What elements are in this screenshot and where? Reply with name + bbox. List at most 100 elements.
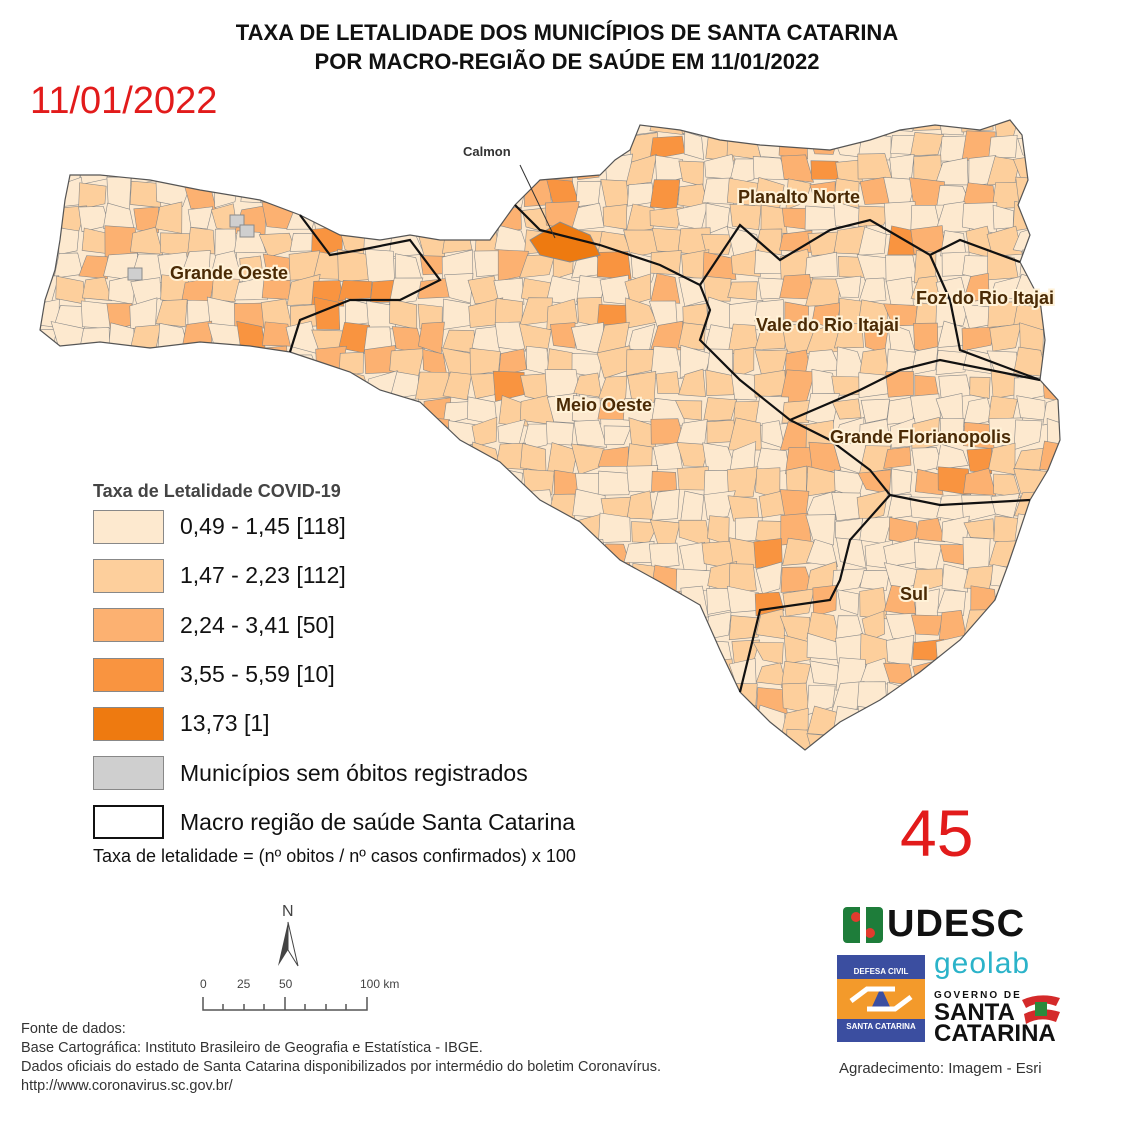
- municipality: [856, 489, 889, 522]
- municipality: [390, 120, 424, 131]
- municipality: [678, 322, 706, 351]
- municipality: [988, 442, 1016, 475]
- municipality: [753, 369, 787, 398]
- municipality: [703, 753, 734, 785]
- municipality: [778, 129, 809, 160]
- municipality: [831, 492, 862, 522]
- municipality: [56, 513, 86, 542]
- map-title-line1: TAXA DE LETALIDADE DOS MUNICÍPIOS DE SAN…: [235, 20, 899, 45]
- municipality: [987, 609, 1018, 639]
- municipality: [161, 120, 186, 137]
- municipality: [885, 370, 914, 398]
- source-link[interactable]: http://www.coronavirus.sc.gov.br/: [21, 1078, 233, 1094]
- municipality: [40, 399, 59, 425]
- municipality: [805, 514, 836, 546]
- municipality: [52, 372, 83, 402]
- municipality: [234, 417, 263, 451]
- municipality: [56, 421, 87, 452]
- municipality: [963, 565, 995, 590]
- municipality: [207, 322, 241, 353]
- municipality: [339, 443, 366, 474]
- legend-item: 13,73 [1]: [93, 699, 575, 748]
- municipality: [674, 733, 706, 750]
- municipality: [233, 393, 269, 421]
- municipality: [60, 664, 83, 682]
- municipality: [389, 131, 422, 163]
- municipality: [627, 182, 655, 207]
- municipality: [757, 277, 787, 300]
- municipality: [885, 635, 915, 666]
- municipality: [678, 636, 707, 663]
- municipality: [598, 658, 634, 686]
- municipality: [317, 442, 346, 473]
- municipality: [629, 611, 651, 644]
- municipality: [40, 120, 56, 139]
- municipality: [388, 204, 424, 229]
- municipality: [624, 640, 659, 661]
- municipality: [1040, 732, 1060, 750]
- municipality: [837, 589, 860, 616]
- municipality: [389, 418, 422, 448]
- municipality: [702, 251, 737, 280]
- municipality: [290, 399, 313, 423]
- municipality: [40, 610, 54, 642]
- municipality: [183, 154, 213, 187]
- municipality: [885, 120, 913, 132]
- municipality-no-deaths: [229, 214, 245, 228]
- governo-sc-logo: GOVERNO DE SANTA CATARINA: [934, 990, 1060, 1046]
- municipality: [54, 544, 84, 565]
- municipality: [50, 686, 87, 716]
- municipality: [369, 446, 395, 473]
- municipality: [156, 446, 191, 468]
- municipality: [597, 470, 633, 496]
- municipality: [79, 417, 108, 452]
- municipality: [40, 464, 60, 500]
- municipality: [598, 614, 626, 638]
- municipality: [1014, 513, 1048, 546]
- municipality: [40, 450, 55, 469]
- municipality: [364, 203, 393, 233]
- municipality: [911, 416, 940, 452]
- municipality: [206, 420, 243, 443]
- municipality: [337, 249, 371, 282]
- municipality: [103, 393, 133, 422]
- municipality: [910, 705, 939, 736]
- municipality: [155, 418, 185, 445]
- municipality: [834, 322, 864, 349]
- municipality: [285, 417, 321, 449]
- municipality: [130, 324, 162, 349]
- legend-swatch: [93, 805, 164, 840]
- municipality: [833, 178, 860, 208]
- municipality: [208, 369, 243, 399]
- municipality: [704, 682, 733, 711]
- region-label-grande-florianopolis: Grande Florianopolis: [830, 427, 1011, 447]
- municipality: [990, 564, 1022, 589]
- municipality: [258, 370, 293, 400]
- municipality: [77, 120, 113, 140]
- municipality: [469, 347, 501, 376]
- municipality: [414, 371, 450, 401]
- legend-label: 3,55 - 5,59 [10]: [180, 661, 335, 688]
- municipality: [341, 153, 370, 184]
- municipality: [679, 613, 705, 643]
- municipality: [389, 444, 423, 470]
- municipality-no-deaths: [127, 267, 143, 281]
- municipality: [652, 710, 685, 735]
- municipality: [388, 398, 419, 426]
- municipality: [1044, 518, 1060, 544]
- municipality: [317, 179, 342, 210]
- municipality: [418, 202, 451, 228]
- municipality: [338, 280, 373, 301]
- municipality: [493, 277, 525, 305]
- legend-title: Taxa de Letalidade COVID-19: [93, 481, 341, 501]
- municipality: [703, 658, 735, 691]
- municipality: [110, 444, 135, 475]
- municipality: [579, 730, 601, 750]
- municipality: [50, 346, 84, 375]
- municipality: [1047, 469, 1060, 497]
- municipality: [602, 204, 628, 230]
- municipality: [804, 205, 840, 231]
- municipality: [648, 542, 680, 569]
- municipality: [546, 275, 582, 306]
- formula-note: Taxa de letalidade = (nº obitos / nº cas…: [93, 846, 576, 866]
